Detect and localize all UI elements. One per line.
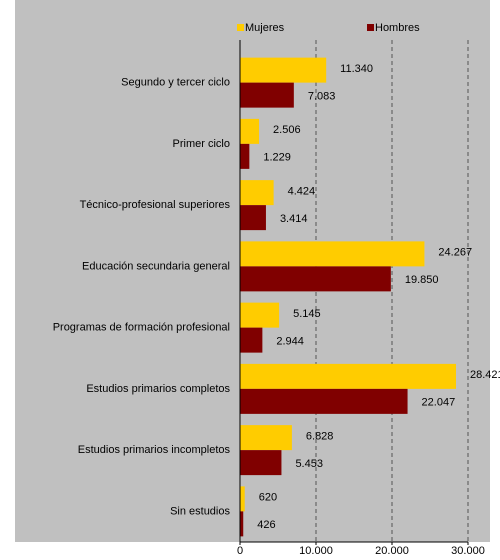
x-tick-label: 0 [237,545,243,557]
value-label: 426 [257,519,275,531]
value-label: 6.828 [306,430,334,442]
value-label: 2.506 [273,124,301,136]
value-label: 28.421 [470,369,500,381]
bar [240,205,266,231]
bar [240,82,294,108]
bar [240,118,260,144]
category-label: Técnico-profesional superiores [80,199,231,211]
value-label: 1.229 [263,152,291,164]
category-label: Educación secundaria general [82,260,230,272]
category-label: Estudios primarios completos [86,383,230,395]
bar [240,302,280,328]
value-label: 3.414 [280,213,308,225]
category-label: Estudios primarios incompletos [78,444,231,456]
category-label: Segundo y tercer ciclo [121,77,230,89]
bar [240,57,327,83]
bar [240,327,263,353]
x-tick-label: 10.000 [299,545,333,557]
bar [240,511,244,537]
legend-swatch [237,24,244,31]
bar [240,388,408,414]
category-label: Programas de formación profesional [53,322,230,334]
bar [240,425,292,451]
category-label: Primer ciclo [173,138,230,150]
value-label: 5.145 [293,308,321,320]
value-label: 4.424 [288,185,316,197]
legend-label: Mujeres [245,22,285,34]
bar [240,143,250,169]
value-label: 7.083 [308,90,336,102]
bar [240,241,425,267]
value-label: 24.267 [438,247,472,259]
value-label: 19.850 [405,274,439,286]
value-label: 22.047 [422,397,456,409]
x-tick-label: 30.000 [451,545,485,557]
legend-label: Hombres [375,22,420,34]
bar [240,450,282,476]
value-label: 2.944 [276,335,304,347]
value-label: 11.340 [340,63,373,75]
bar [240,266,391,292]
value-label: 620 [259,492,277,504]
category-label: Sin estudios [170,505,230,517]
value-label: 5.453 [295,458,323,470]
legend-swatch [367,24,374,31]
bar [240,363,456,389]
bar [240,180,274,206]
bar [240,486,245,512]
x-tick-label: 20.000 [375,545,409,557]
